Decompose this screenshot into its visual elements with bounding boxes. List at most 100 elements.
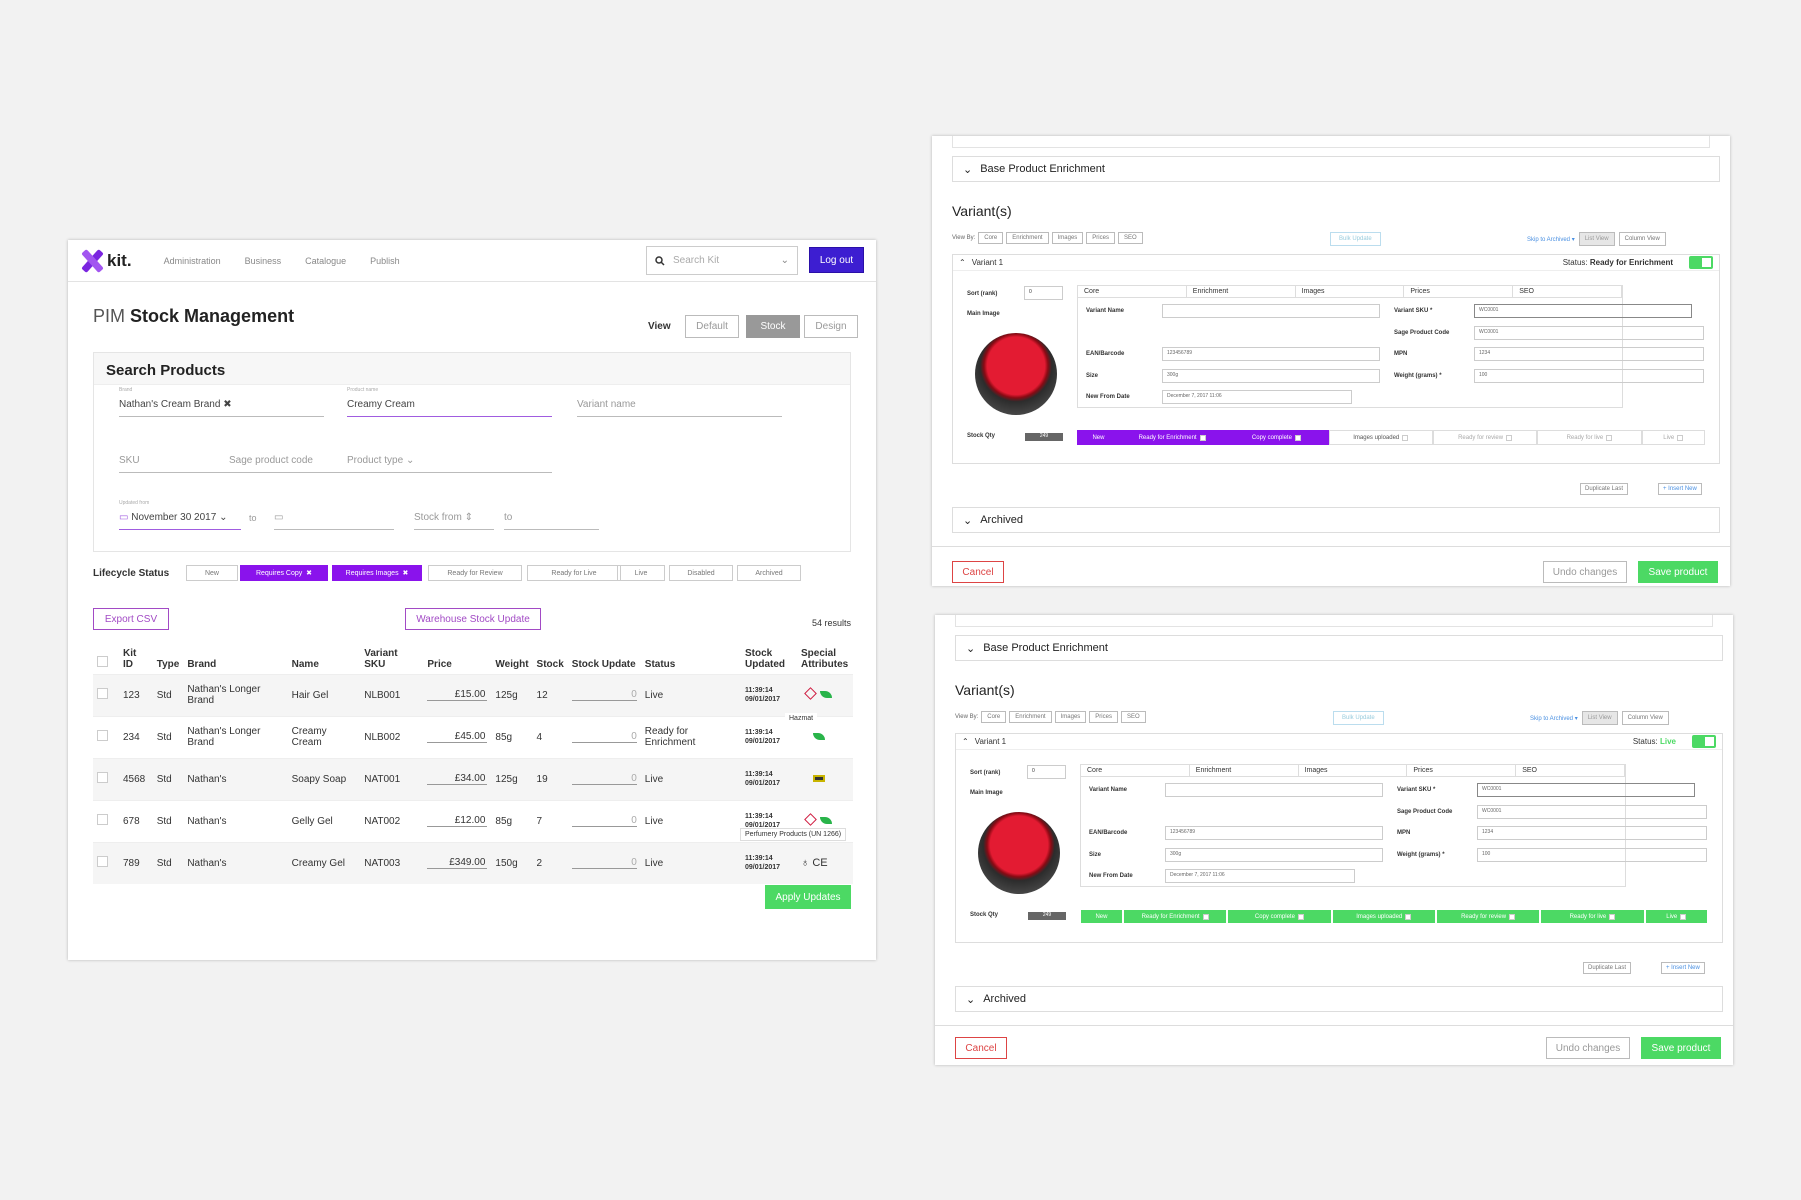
cancel-button[interactable]: Cancel xyxy=(952,561,1004,583)
size-input[interactable]: 300g xyxy=(1165,848,1383,862)
date-to-field[interactable]: ▭ xyxy=(274,500,394,530)
col-variant-sku[interactable]: Variant SKU xyxy=(364,647,398,670)
viewby-enrichment[interactable]: Enrichment xyxy=(1006,232,1049,244)
status-ready-enrichment[interactable]: Ready for Enrichment xyxy=(1119,430,1225,445)
ean-input[interactable]: 123456789 xyxy=(1165,826,1383,840)
status-images-uploaded[interactable]: Images uploaded xyxy=(1328,430,1433,445)
tab-core[interactable]: Core xyxy=(1081,765,1190,776)
tab-images[interactable]: Images xyxy=(1296,286,1405,297)
lifecycle-disabled[interactable]: Disabled xyxy=(669,565,733,581)
skip-to-archived-link[interactable]: Skip to Archived ▾ xyxy=(1530,715,1578,722)
col-brand[interactable]: Brand xyxy=(187,658,217,670)
col-status[interactable]: Status xyxy=(644,658,676,670)
date-from-field[interactable]: Updated from ▭ November 30 2017 ⌄ xyxy=(119,500,241,530)
col-kit-id[interactable]: Kit ID xyxy=(123,647,137,670)
lifecycle-new[interactable]: New xyxy=(186,565,238,581)
save-product-button[interactable]: Save product xyxy=(1641,1037,1721,1059)
row-checkbox[interactable] xyxy=(97,730,108,741)
column-view-button[interactable]: Column View xyxy=(1621,711,1669,725)
col-stock-updated[interactable]: Stock Updated xyxy=(745,647,785,670)
tab-seo[interactable]: SEO xyxy=(1513,286,1622,297)
nav-publish[interactable]: Publish xyxy=(370,255,400,266)
variant-sku-input[interactable]: WC0001 xyxy=(1474,304,1692,318)
col-stock[interactable]: Stock xyxy=(536,658,564,670)
base-enrichment-accordion[interactable]: ⌄ Base Product Enrichment xyxy=(955,635,1723,661)
status-new[interactable]: New xyxy=(1080,909,1123,924)
bulk-update-button[interactable]: Bulk Update xyxy=(1333,711,1384,725)
hazmat-icon[interactable] xyxy=(804,687,817,700)
new-from-date-input[interactable]: December 7, 2017 11:06 xyxy=(1165,869,1355,883)
column-view-button[interactable]: Column View xyxy=(1618,232,1666,246)
status-copy-complete[interactable]: Copy complete xyxy=(1227,909,1332,924)
weight-input[interactable]: 100 xyxy=(1474,369,1704,383)
base-enrichment-accordion[interactable]: ⌄ Base Product Enrichment xyxy=(952,156,1720,182)
product-image[interactable] xyxy=(975,333,1057,415)
status-copy-complete[interactable]: Copy complete xyxy=(1224,430,1329,445)
lifecycle-live[interactable]: Live xyxy=(617,565,665,581)
tab-enrichment[interactable]: Enrichment xyxy=(1187,286,1296,297)
stock-to-field[interactable]: to xyxy=(504,500,599,530)
list-view-button[interactable]: List View xyxy=(1578,232,1615,246)
insert-new-button[interactable]: + Insert New xyxy=(1658,483,1702,495)
status-new[interactable]: New xyxy=(1077,430,1120,445)
status-images-uploaded[interactable]: Images uploaded xyxy=(1331,909,1436,924)
product-name-field[interactable]: Product name Creamy Cream xyxy=(347,387,552,417)
archived-accordion[interactable]: ⌄ Archived xyxy=(955,986,1723,1012)
clear-icon[interactable]: ✖ xyxy=(223,399,232,410)
variant-toggle[interactable] xyxy=(1692,735,1716,748)
tab-enrichment[interactable]: Enrichment xyxy=(1190,765,1299,776)
stock-from-field[interactable]: Stock from ⇕ xyxy=(414,500,494,530)
status-ready-live[interactable]: Ready for live xyxy=(1540,909,1645,924)
table-row[interactable]: 234 Std Nathan's Longer Brand Creamy Cream N… xyxy=(93,715,853,758)
viewby-prices[interactable]: Prices xyxy=(1086,232,1115,244)
tab-prices[interactable]: Prices xyxy=(1404,286,1514,297)
duplicate-last-button[interactable]: Duplicate Last xyxy=(1583,962,1632,974)
viewby-images[interactable]: Images xyxy=(1051,232,1084,244)
mpn-input[interactable]: 1234 xyxy=(1474,347,1704,361)
undo-changes-button[interactable]: Undo changes xyxy=(1546,1037,1630,1059)
variant-sku-input[interactable]: WC0001 xyxy=(1477,783,1695,797)
size-input[interactable]: 300g xyxy=(1162,369,1380,383)
weight-input[interactable]: 100 xyxy=(1477,848,1707,862)
variant-name-input[interactable] xyxy=(1162,304,1380,318)
viewby-prices[interactable]: Prices xyxy=(1089,711,1118,723)
status-ready-review[interactable]: Ready for review xyxy=(1435,909,1541,924)
stock-update-input[interactable]: 0 xyxy=(571,689,637,701)
status-ready-review[interactable]: Ready for review xyxy=(1432,430,1538,445)
variant-header[interactable]: ⌃ Variant 1 Status: Live xyxy=(956,734,1722,750)
variant-toggle[interactable] xyxy=(1689,256,1713,269)
sage-code-input[interactable]: WC0001 xyxy=(1477,805,1707,819)
tab-prices[interactable]: Prices xyxy=(1407,765,1517,776)
col-name[interactable]: Name xyxy=(291,658,319,670)
row-checkbox[interactable] xyxy=(97,856,108,868)
insert-new-button[interactable]: + Insert New xyxy=(1661,962,1705,974)
tab-seo[interactable]: SEO xyxy=(1516,765,1625,776)
lifecycle-ready-review[interactable]: Ready for Review xyxy=(428,565,522,581)
sage-code-input[interactable]: WC0001 xyxy=(1474,326,1704,340)
viewby-images[interactable]: Images xyxy=(1054,711,1087,723)
list-view-button[interactable]: List View xyxy=(1581,711,1618,725)
viewby-enrichment[interactable]: Enrichment xyxy=(1009,711,1052,723)
status-ready-live[interactable]: Ready for live xyxy=(1537,430,1642,445)
mpn-input[interactable]: 1234 xyxy=(1477,826,1707,840)
export-csv-button[interactable]: Export CSV xyxy=(93,608,169,630)
undo-changes-button[interactable]: Undo changes xyxy=(1543,561,1627,583)
stock-update-input[interactable]: 0 xyxy=(571,815,637,827)
table-row[interactable]: 123 Std Nathan's Longer Brand Hair Gel NLB00… xyxy=(93,673,853,716)
sage-code-field[interactable]: Sage product code xyxy=(229,443,349,473)
logout-button[interactable]: Log out xyxy=(809,247,864,273)
stock-update-input[interactable]: 0 xyxy=(571,773,637,785)
save-product-button[interactable]: Save product xyxy=(1638,561,1718,583)
select-all-checkbox[interactable] xyxy=(97,655,108,667)
col-weight[interactable]: Weight xyxy=(495,658,529,670)
viewby-seo[interactable]: SEO xyxy=(1117,232,1143,244)
tab-core[interactable]: Core xyxy=(1078,286,1187,297)
product-image[interactable] xyxy=(978,812,1060,894)
col-type[interactable]: Type xyxy=(156,658,180,670)
view-default-button[interactable]: Default xyxy=(685,315,739,338)
viewby-core[interactable]: Core xyxy=(978,232,1004,244)
lifecycle-requires-copy[interactable]: Requires Copy ✖ xyxy=(240,565,328,581)
cancel-button[interactable]: Cancel xyxy=(955,1037,1007,1059)
skip-to-archived-link[interactable]: Skip to Archived ▾ xyxy=(1527,236,1575,243)
tab-images[interactable]: Images xyxy=(1299,765,1408,776)
